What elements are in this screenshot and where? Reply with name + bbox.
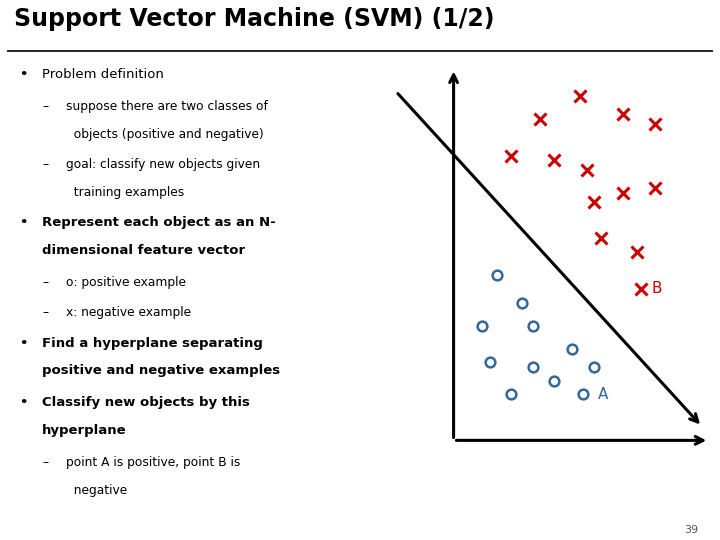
Text: x: negative example: x: negative example: [66, 306, 191, 319]
Text: Find a hyperplane separating: Find a hyperplane separating: [42, 336, 263, 349]
Text: A: A: [598, 387, 608, 402]
Text: –: –: [42, 158, 48, 171]
Text: o: positive example: o: positive example: [66, 276, 186, 289]
Text: Support Vector Machine (SVM) (1/2): Support Vector Machine (SVM) (1/2): [14, 7, 495, 31]
Text: point A is positive, point B is: point A is positive, point B is: [66, 456, 240, 469]
Text: suppose there are two classes of: suppose there are two classes of: [66, 100, 267, 113]
Text: –: –: [42, 456, 48, 469]
Text: •: •: [19, 217, 27, 230]
Text: goal: classify new objects given: goal: classify new objects given: [66, 158, 260, 171]
Text: Problem definition: Problem definition: [42, 69, 164, 82]
Text: objects (positive and negative): objects (positive and negative): [66, 128, 264, 141]
Text: dimensional feature vector: dimensional feature vector: [42, 244, 246, 258]
Text: –: –: [42, 100, 48, 113]
Text: •: •: [19, 336, 27, 349]
Text: training examples: training examples: [66, 186, 184, 199]
Text: positive and negative examples: positive and negative examples: [42, 364, 280, 377]
Text: B: B: [652, 281, 662, 296]
Text: •: •: [19, 69, 27, 82]
Text: Classify new objects by this: Classify new objects by this: [42, 396, 250, 409]
Text: –: –: [42, 276, 48, 289]
Text: negative: negative: [66, 484, 127, 497]
Text: Represent each object as an N-: Represent each object as an N-: [42, 217, 276, 230]
Text: •: •: [19, 396, 27, 409]
Text: –: –: [42, 306, 48, 319]
Text: 39: 39: [684, 524, 698, 535]
Text: hyperplane: hyperplane: [42, 424, 127, 437]
